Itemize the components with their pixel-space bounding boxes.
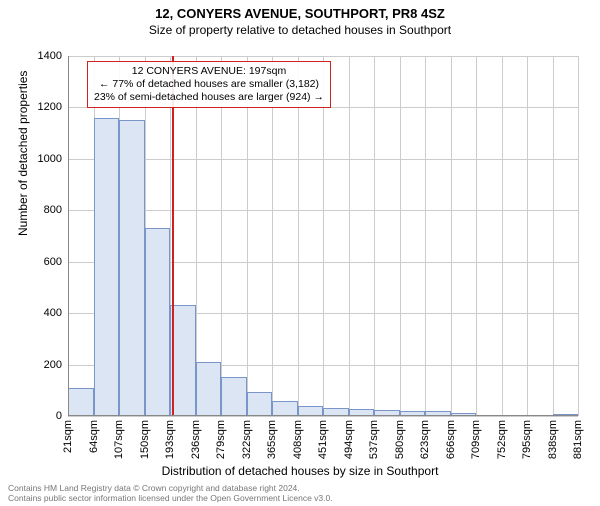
x-tick-label: 365sqm — [266, 420, 278, 459]
histogram-bar — [196, 362, 222, 416]
histogram-bar — [119, 120, 145, 416]
grid-line-v — [527, 56, 528, 416]
x-tick-label: 623sqm — [419, 420, 431, 459]
histogram-bar — [272, 401, 298, 416]
y-tick-label: 600 — [44, 256, 62, 268]
x-tick-label: 451sqm — [317, 420, 329, 459]
grid-line-v — [553, 56, 554, 416]
property-marker-line — [172, 56, 174, 416]
x-tick-label: 322sqm — [241, 420, 253, 459]
y-axis-line — [68, 56, 69, 416]
annotation-line2: ← 77% of detached houses are smaller (3,… — [94, 78, 324, 91]
grid-line-v — [400, 56, 401, 416]
plot-area: 020040060080010001200140021sqm64sqm107sq… — [68, 56, 578, 416]
x-tick-label: 21sqm — [62, 420, 74, 453]
chart-container: 12, CONYERS AVENUE, SOUTHPORT, PR8 4SZ S… — [0, 6, 600, 506]
x-tick-label: 107sqm — [113, 420, 125, 459]
x-tick-label: 752sqm — [496, 420, 508, 459]
annotation-line1: 12 CONYERS AVENUE: 197sqm — [94, 65, 324, 78]
grid-line-v — [374, 56, 375, 416]
annotation-box: 12 CONYERS AVENUE: 197sqm← 77% of detach… — [87, 61, 331, 108]
x-tick-label: 881sqm — [572, 420, 584, 459]
annotation-line3: 23% of semi-detached houses are larger (… — [94, 91, 324, 104]
y-tick-label: 400 — [44, 307, 62, 319]
x-tick-label: 193sqm — [164, 420, 176, 459]
grid-line-v — [578, 56, 579, 416]
grid-line-h — [68, 416, 578, 417]
footer-attribution: Contains HM Land Registry data © Crown c… — [8, 484, 333, 504]
histogram-bar — [221, 377, 247, 416]
y-tick-label: 200 — [44, 359, 62, 371]
x-tick-label: 795sqm — [521, 420, 533, 459]
grid-line-v — [221, 56, 222, 416]
histogram-bar — [68, 388, 94, 416]
y-axis-title: Number of detached properties — [16, 71, 30, 236]
x-axis-title: Distribution of detached houses by size … — [0, 464, 600, 478]
x-tick-label: 537sqm — [368, 420, 380, 459]
footer-line-2: Contains public sector information licen… — [8, 494, 333, 504]
grid-line-v — [349, 56, 350, 416]
grid-line-v — [247, 56, 248, 416]
x-tick-label: 64sqm — [88, 420, 100, 453]
grid-line-v — [425, 56, 426, 416]
grid-line-v — [476, 56, 477, 416]
grid-line-v — [323, 56, 324, 416]
y-tick-label: 1000 — [38, 153, 62, 165]
x-tick-label: 494sqm — [343, 420, 355, 459]
grid-line-v — [298, 56, 299, 416]
y-tick-label: 1400 — [38, 50, 62, 62]
histogram-bar — [94, 118, 120, 416]
x-tick-label: 666sqm — [445, 420, 457, 459]
y-tick-label: 800 — [44, 204, 62, 216]
page-title: 12, CONYERS AVENUE, SOUTHPORT, PR8 4SZ — [0, 6, 600, 21]
x-tick-label: 236sqm — [190, 420, 202, 459]
x-tick-label: 580sqm — [394, 420, 406, 459]
y-tick-label: 1200 — [38, 101, 62, 113]
grid-line-v — [451, 56, 452, 416]
x-tick-label: 150sqm — [139, 420, 151, 459]
x-tick-label: 279sqm — [215, 420, 227, 459]
page-subtitle: Size of property relative to detached ho… — [0, 23, 600, 37]
x-axis-line — [68, 415, 578, 416]
histogram-bar — [145, 228, 171, 416]
grid-line-v — [272, 56, 273, 416]
x-tick-label: 408sqm — [292, 420, 304, 459]
x-tick-label: 838sqm — [547, 420, 559, 459]
x-tick-label: 709sqm — [470, 420, 482, 459]
grid-line-v — [502, 56, 503, 416]
histogram-bar — [247, 392, 273, 416]
